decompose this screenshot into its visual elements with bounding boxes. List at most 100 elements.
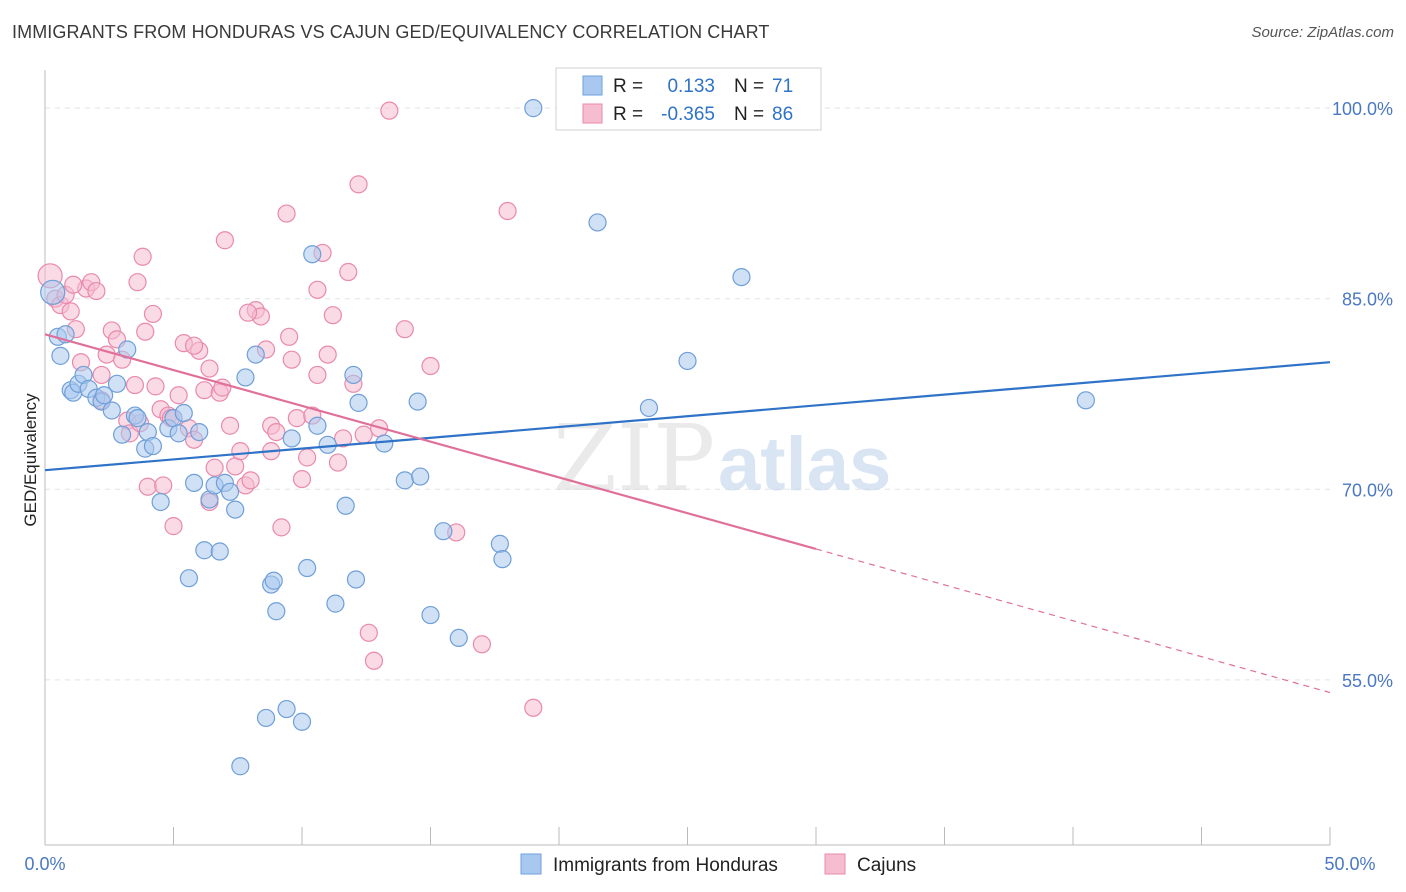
cajuns-point-85 (308, 365, 327, 385)
honduras-point-25 (174, 403, 193, 423)
stats-blue-swatch (582, 75, 603, 96)
legend: Immigrants from Honduras Cajuns (520, 853, 916, 876)
cajuns-point-76 (200, 359, 219, 378)
cajuns-point-75 (184, 336, 204, 355)
honduras-point-24 (169, 424, 188, 443)
stats-blue-r-value: 0.133 (667, 76, 715, 97)
cajuns-point-81 (64, 275, 83, 294)
legend-label-cajuns: Cajuns (857, 855, 916, 876)
cajuns-point-17 (125, 375, 145, 395)
stats-pink-n-value: 86 (772, 104, 793, 125)
honduras-point-12 (102, 401, 121, 420)
cajuns-point-66 (364, 651, 384, 670)
honduras-point-39 (256, 708, 276, 728)
cajuns-point-68 (380, 101, 399, 120)
axes (44, 70, 1331, 846)
x-tick-label-0: 0.0% (24, 854, 65, 874)
stats-box: R = 0.133 N = 71 R = -0.365 N = 86 (555, 67, 822, 131)
stats-pink-swatch (582, 103, 603, 124)
y-tick-labels: 100.0% 85.0% 70.0% 55.0% (1332, 99, 1393, 691)
honduras-point-35 (226, 500, 245, 519)
cajuns-point-47 (267, 422, 286, 442)
legend-swatch-honduras (520, 853, 542, 875)
cajuns-point-33 (195, 381, 214, 400)
cajuns-point-58 (323, 306, 342, 325)
honduras-trend-line (44, 361, 1331, 472)
cajuns-point-37 (215, 231, 234, 250)
honduras-point-60 (434, 522, 453, 541)
cajuns-point-11 (97, 345, 116, 364)
cajuns-point-35 (205, 458, 224, 477)
honduras-point-69 (732, 267, 751, 287)
honduras-point-29 (195, 541, 214, 560)
legend-swatch-cajuns (824, 853, 846, 875)
cajuns-point-69 (395, 320, 414, 339)
cajuns-point-38 (220, 416, 240, 435)
honduras-point-37 (236, 368, 255, 387)
cajuns-point-9 (87, 281, 106, 301)
cajuns-point-60 (334, 429, 353, 448)
honduras-point-55 (375, 434, 394, 453)
cajuns-point-40 (231, 442, 250, 461)
honduras-point-45 (292, 712, 312, 731)
chart-title: IMMIGRANTS FROM HONDURAS VS CAJUN GED/EQ… (12, 22, 770, 42)
honduras-point-56 (395, 471, 414, 490)
cajuns-point-55 (308, 280, 327, 299)
stats-blue-n-label: N = (734, 76, 764, 97)
x-tick-labels: 0.0% 50.0% (24, 854, 1375, 874)
trend-lines (44, 333, 1331, 694)
honduras-point-65 (588, 213, 607, 232)
honduras-point-50 (326, 594, 345, 613)
grid-lines (45, 107, 1330, 681)
honduras-point-47 (303, 245, 322, 264)
honduras-point-13 (107, 374, 127, 393)
honduras-point-2 (51, 346, 70, 365)
y-tick-label-3: 55.0% (1342, 671, 1393, 691)
honduras-point-64 (524, 99, 543, 118)
cajuns-point-70 (421, 356, 440, 376)
cajuns-point-74 (524, 698, 543, 717)
honduras-point-32 (210, 542, 229, 561)
cajuns-point-65 (359, 623, 378, 642)
watermark-atlas: atlas (718, 422, 891, 507)
cajuns-point-48 (272, 518, 291, 537)
y-axis-title: GED/Equivalency (21, 393, 40, 527)
stats-pink-n-label: N = (734, 104, 764, 125)
honduras-point-20 (143, 436, 163, 456)
honduras-point-26 (179, 569, 199, 588)
cajuns-point-28 (169, 386, 188, 405)
honduras-point-59 (421, 605, 440, 625)
honduras-point-57 (408, 392, 427, 411)
cajuns-point-79 (136, 322, 155, 341)
honduras-point-17 (128, 409, 147, 428)
honduras-point-11 (95, 386, 114, 405)
cajuns-point-73 (498, 201, 517, 221)
honduras-point-58 (411, 467, 430, 486)
watermark: ZIP atlas (553, 405, 891, 512)
honduras-point-53 (346, 570, 366, 589)
cajuns-point-49 (277, 204, 296, 223)
honduras-point-52 (344, 365, 363, 385)
honduras-point-41 (264, 571, 283, 590)
cajuns-point-59 (328, 453, 348, 472)
stats-blue-r-label: R = (613, 76, 643, 97)
x-tick-label-1: 50.0% (1324, 854, 1375, 874)
cajuns-point-57 (318, 345, 337, 364)
honduras-point-68 (678, 351, 697, 371)
cajuns-point-53 (298, 448, 317, 467)
honduras-point-46 (298, 558, 317, 578)
watermark-zip: ZIP (553, 405, 715, 512)
honduras-point-36 (231, 757, 250, 776)
cajuns-point-64 (354, 425, 373, 444)
cajuns-point-23 (146, 377, 165, 396)
cajuns-point-22 (143, 304, 163, 324)
honduras-point-42 (267, 602, 286, 621)
cajuns-point-84 (280, 327, 299, 346)
cajuns-trend-line (44, 333, 817, 551)
honduras-point-70 (1076, 391, 1095, 410)
cajuns-point-72 (472, 635, 491, 654)
cajuns-point-51 (287, 409, 306, 428)
cajuns-point-25 (154, 476, 173, 495)
cajuns-point-52 (292, 469, 312, 489)
